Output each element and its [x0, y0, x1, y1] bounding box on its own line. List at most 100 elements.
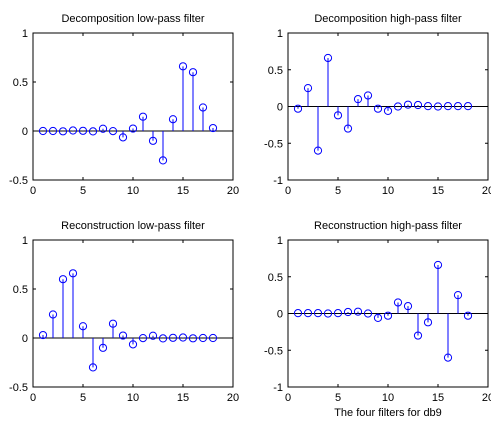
stem-marker: [88, 363, 98, 372]
stem-marker: [188, 334, 198, 343]
x-tick-label: 5: [335, 185, 341, 197]
stem-marker: [138, 112, 148, 121]
stem-marker: [293, 104, 303, 113]
x-tick-label: 20: [227, 185, 239, 197]
stem-marker: [363, 91, 373, 100]
stem-marker: [188, 68, 198, 77]
x-tick-label: 5: [335, 392, 341, 404]
x-tick-label: 10: [127, 392, 139, 404]
stem-marker: [118, 331, 128, 340]
subplot-title: Decomposition low-pass filter: [61, 13, 204, 25]
stem-marker: [78, 322, 88, 331]
stem-marker: [178, 333, 188, 342]
stem-marker: [58, 275, 68, 284]
x-tick-label: 5: [80, 392, 86, 404]
stem-marker: [158, 334, 168, 343]
stem-marker: [373, 313, 383, 323]
stem-marker: [198, 333, 208, 343]
y-tick-label: -1: [273, 382, 283, 394]
y-tick-label: -0.5: [264, 345, 283, 357]
stem-marker: [158, 156, 168, 165]
stem-series: [293, 260, 473, 362]
y-tick-label: 1: [277, 235, 283, 247]
stem-marker: [108, 126, 118, 136]
stem-marker: [128, 340, 138, 349]
stem-marker: [343, 307, 353, 317]
stem-marker: [168, 115, 178, 124]
stem-marker: [88, 127, 98, 136]
stem-marker: [78, 126, 88, 135]
stem-marker: [353, 95, 363, 104]
y-tick-label: 0.5: [268, 65, 283, 77]
subplot-title: Reconstruction low-pass filter: [61, 220, 205, 232]
stem-marker: [303, 309, 313, 318]
subplot-title: Reconstruction high-pass filter: [314, 220, 462, 232]
stem-marker: [38, 330, 48, 340]
subplot-2: Decomposition high-pass filter05101520-1…: [264, 13, 491, 197]
x-tick-label: 15: [432, 185, 444, 197]
stem-marker: [128, 124, 138, 133]
stem-marker: [208, 333, 218, 343]
stem-marker: [208, 123, 218, 133]
stem-marker: [313, 309, 323, 318]
x-tick-label: 10: [127, 185, 139, 197]
y-tick-label: 0: [277, 309, 283, 321]
y-tick-label: -1: [273, 175, 283, 187]
stem-marker: [38, 126, 48, 136]
y-tick-label: 0.5: [268, 272, 283, 284]
stem-marker: [393, 298, 403, 307]
stem-marker: [383, 311, 393, 320]
stem-marker: [353, 307, 363, 316]
axes-box: [32, 32, 234, 181]
stem-marker: [403, 302, 413, 311]
x-axis-label: The four filters for db9: [334, 407, 442, 419]
stem-marker: [168, 333, 178, 342]
x-tick-label: 15: [177, 392, 189, 404]
stem-marker: [413, 331, 423, 340]
y-tick-label: -0.5: [9, 382, 28, 394]
y-tick-label: -0.5: [9, 175, 28, 187]
stem-marker: [323, 53, 333, 63]
stem-marker: [403, 100, 413, 109]
stem-marker: [178, 62, 188, 71]
stem-marker: [138, 333, 148, 343]
stem-marker: [303, 84, 313, 93]
stem-marker: [148, 331, 158, 340]
stem-marker: [433, 102, 443, 111]
stem-marker: [313, 146, 323, 155]
x-tick-label: 0: [285, 185, 291, 197]
x-tick-label: 5: [80, 185, 86, 197]
y-tick-label: -0.5: [264, 138, 283, 150]
y-tick-label: 0.5: [13, 77, 28, 89]
stem-marker: [453, 102, 463, 111]
stem-marker: [393, 102, 403, 111]
stem-series: [38, 62, 218, 165]
stem-marker: [148, 136, 158, 145]
x-tick-label: 15: [432, 392, 444, 404]
y-tick-label: 1: [22, 235, 28, 247]
stem-marker: [333, 111, 343, 120]
y-tick-label: 1: [277, 28, 283, 40]
x-tick-label: 20: [482, 185, 491, 197]
stem-marker: [98, 124, 108, 133]
stem-marker: [68, 269, 78, 278]
stem-marker: [423, 102, 433, 111]
stem-marker: [108, 319, 118, 328]
y-tick-label: 0: [22, 333, 28, 345]
stem-marker: [343, 124, 353, 133]
stem-marker: [118, 133, 128, 142]
stem-marker: [463, 102, 473, 111]
stem-marker: [68, 126, 78, 135]
x-tick-label: 0: [30, 185, 36, 197]
stem-marker: [323, 309, 333, 318]
stem-series: [293, 53, 473, 155]
stem-marker: [98, 343, 108, 352]
subplot-4: Reconstruction high-pass filter05101520-…: [264, 220, 491, 419]
stem-marker: [413, 100, 423, 110]
stem-marker: [463, 311, 473, 320]
y-tick-label: 0: [277, 102, 283, 114]
y-tick-label: 0.5: [13, 284, 28, 296]
